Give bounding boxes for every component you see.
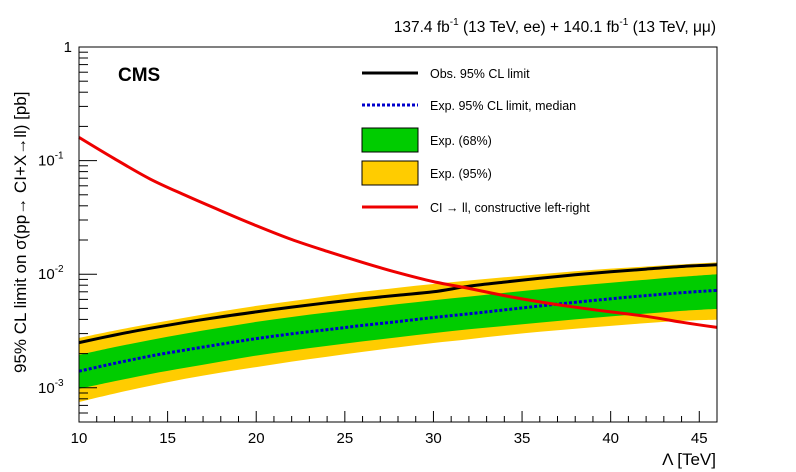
- ticks-layer: 10 15 20 25 30 35 40 45 10-3 10-2 10-1 1: [38, 39, 718, 447]
- series-line-obs-95-cl-limit: [78, 263, 718, 345]
- lumi-mid: (13 TeV, ee) + 140.1 fb: [459, 19, 620, 36]
- x-tick-label: 10: [71, 430, 88, 447]
- y-tick-label: 10-2: [38, 264, 64, 283]
- lumi-tail: (13 TeV, μμ): [628, 19, 716, 36]
- x-tick-label: 35: [514, 430, 531, 447]
- lumi-mm-exponent: -1: [619, 17, 628, 28]
- legend-swatch-exp-95: [361, 160, 419, 186]
- series-line-ci-ll-constructive-left-right: [78, 136, 718, 329]
- x-tick-label: 25: [336, 430, 353, 447]
- legend-swatch-exp-68: [361, 127, 419, 153]
- lumi-ee-exponent: -1: [450, 17, 459, 28]
- y-axis-title: 95% CL limit on σ(pp→ CI+X→ll) [pb]: [11, 92, 30, 374]
- x-tick-label: 20: [248, 430, 265, 447]
- x-tick-label: 15: [159, 430, 176, 447]
- lines-layer: [78, 136, 718, 373]
- experiment-label: CMS: [118, 65, 160, 86]
- legend-label-exp-95: Exp. (95%): [430, 167, 492, 181]
- legend: Obs. 95% CL limit Exp. 95% CL limit, medi…: [361, 67, 590, 215]
- bands-layer: [79, 262, 717, 402]
- legend-label-obs-95-cl-limit: Obs. 95% CL limit: [430, 67, 530, 81]
- x-tick-label: 45: [691, 430, 708, 447]
- legend-label-exp-68: Exp. (68%): [430, 134, 492, 148]
- lumi-ee: 137.4 fb: [394, 19, 450, 36]
- luminosity-label: 137.4 fb-1 (13 TeV, ee) + 140.1 fb-1 (13…: [394, 17, 716, 36]
- y-tick-label: 10-3: [38, 378, 64, 397]
- series-line-exp-95-cl-limit-median: [78, 288, 718, 373]
- x-tick-label: 30: [425, 430, 442, 447]
- legend-label-exp-95-cl-limit-median: Exp. 95% CL limit, median: [430, 99, 576, 113]
- x-axis-title: Λ [TeV]: [662, 450, 716, 469]
- y-tick-label: 10-1: [38, 151, 64, 170]
- y-tick-label: 1: [64, 39, 72, 56]
- legend-label-ci-ll-constructive-left-right: CI → ll, constructive left-right: [430, 201, 590, 215]
- x-tick-label: 40: [602, 430, 619, 447]
- band-exp-68: [79, 274, 717, 389]
